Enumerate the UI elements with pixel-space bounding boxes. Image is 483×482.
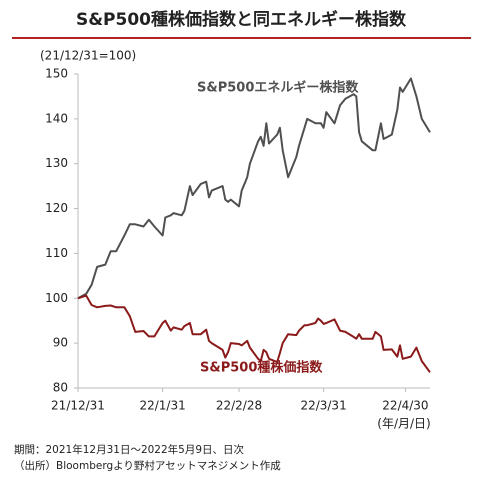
series-label: S&P500エネルギー株指数 (197, 80, 359, 96)
note: （出所）Bloombergより野村アセットマネジメント作成 (14, 459, 281, 472)
y-tick-label: 120 (45, 201, 68, 215)
x-tick-label: 21/12/31 (51, 399, 105, 413)
x-tick-label: 22/3/31 (300, 399, 346, 413)
y-tick-label: 100 (45, 291, 68, 305)
subtitle: (21/12/31=100) (40, 49, 136, 63)
series-line (77, 77, 431, 300)
y-tick-label: 150 (45, 67, 68, 81)
y-tick-label: 140 (45, 111, 68, 125)
note: 期間：2021年12月31日～2022年5月9日、日次 (14, 443, 245, 456)
chart-title: S&P500種株価指数と同エネルギー株指数 (76, 9, 407, 30)
x-tick-label: 22/1/31 (139, 399, 185, 413)
x-axis-label: (年/月/日) (377, 417, 430, 431)
y-tick-label: 90 (53, 336, 68, 350)
x-tick-label: 22/2/28 (216, 399, 262, 413)
y-tick-label: 80 (53, 381, 68, 395)
y-tick-label: 130 (45, 156, 68, 170)
series-label: S&P500種株価指数 (200, 360, 323, 376)
y-tick-label: 110 (45, 246, 68, 260)
x-tick-label: 22/4/30 (382, 399, 428, 413)
series-line (77, 294, 431, 373)
